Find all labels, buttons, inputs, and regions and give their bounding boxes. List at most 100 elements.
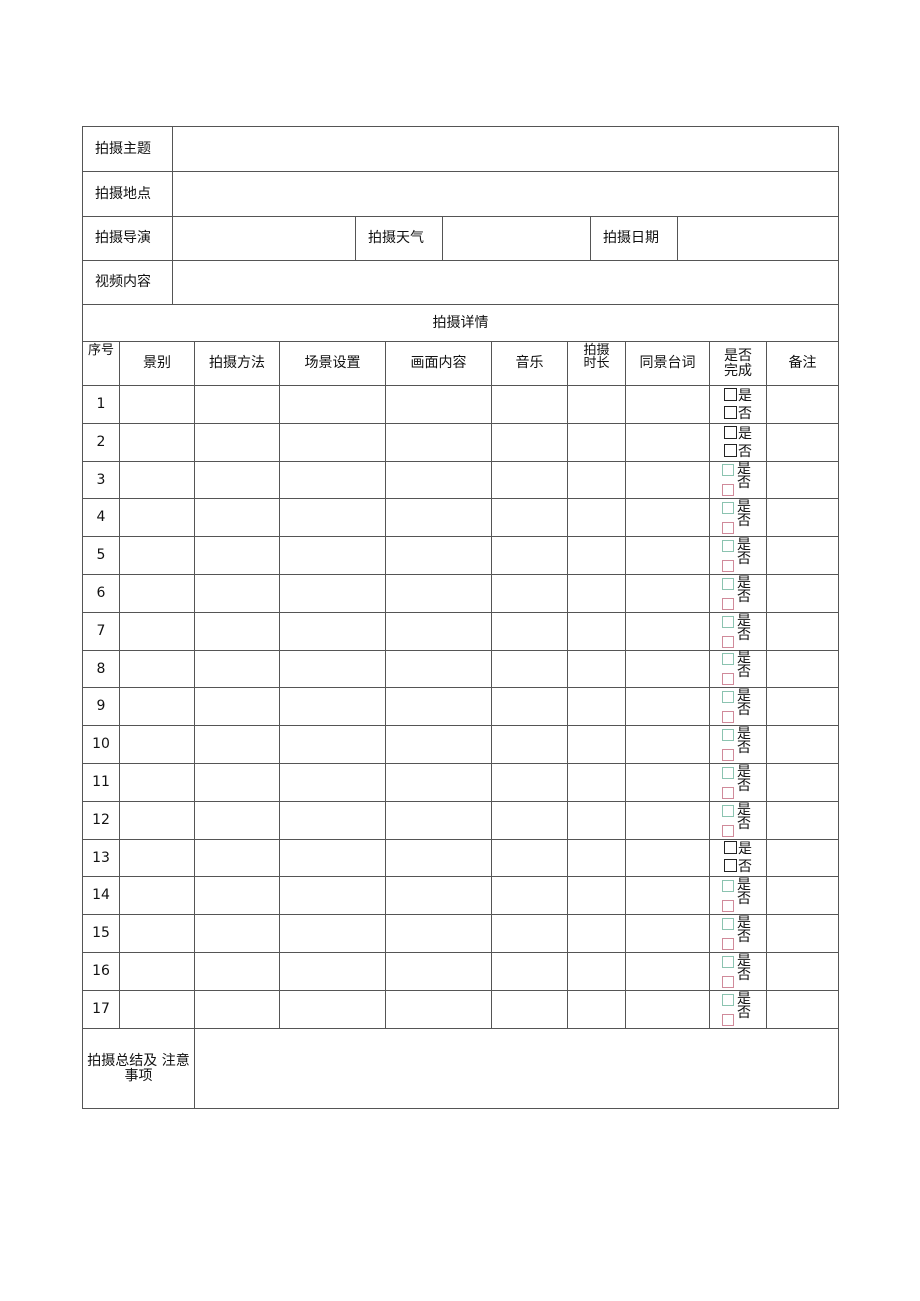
table-cell[interactable] (119, 952, 195, 991)
no-option[interactable]: 否 (724, 405, 752, 423)
table-cell[interactable] (385, 687, 492, 726)
yes-checkbox-icon[interactable] (722, 917, 734, 930)
table-cell[interactable] (194, 423, 280, 462)
checkbox-icon[interactable] (724, 443, 737, 457)
table-cell[interactable] (491, 423, 568, 462)
table-cell[interactable] (385, 990, 492, 1029)
table-cell[interactable] (194, 876, 280, 915)
table-cell[interactable] (279, 650, 386, 688)
completion-checkbox-cell[interactable]: 是否 (709, 423, 767, 462)
no-checkbox-icon[interactable] (722, 635, 734, 648)
no-checkbox-icon[interactable] (722, 899, 734, 912)
table-cell[interactable] (119, 725, 195, 764)
table-cell[interactable] (119, 763, 195, 802)
table-cell[interactable] (625, 498, 710, 537)
table-cell[interactable] (567, 650, 626, 688)
table-cell[interactable] (766, 461, 839, 499)
table-cell[interactable] (385, 725, 492, 764)
table-cell[interactable] (385, 952, 492, 991)
table-cell[interactable] (385, 801, 492, 840)
table-cell[interactable] (119, 650, 195, 688)
completion-checkbox-cell[interactable]: 是否 (709, 687, 767, 726)
table-cell[interactable] (567, 839, 626, 877)
director-field[interactable] (172, 216, 356, 261)
table-cell[interactable] (385, 612, 492, 651)
table-cell[interactable] (119, 839, 195, 877)
table-cell[interactable] (194, 687, 280, 726)
checkbox-icon[interactable] (724, 425, 737, 439)
table-cell[interactable] (119, 574, 195, 613)
theme-field[interactable] (172, 126, 839, 172)
table-cell[interactable] (491, 536, 568, 575)
table-cell[interactable] (119, 498, 195, 537)
table-cell[interactable] (491, 574, 568, 613)
table-cell[interactable] (625, 612, 710, 651)
table-cell[interactable] (625, 801, 710, 840)
table-cell[interactable] (194, 574, 280, 613)
table-cell[interactable] (279, 536, 386, 575)
table-cell[interactable] (119, 687, 195, 726)
table-cell[interactable] (385, 650, 492, 688)
table-cell[interactable] (385, 461, 492, 499)
table-cell[interactable] (279, 952, 386, 991)
table-cell[interactable] (567, 612, 626, 651)
no-checkbox-icon[interactable] (722, 710, 734, 723)
table-cell[interactable] (279, 914, 386, 953)
yes-checkbox-icon[interactable] (722, 728, 734, 741)
no-checkbox-icon[interactable] (722, 786, 734, 799)
completion-checkbox-cell[interactable]: 是否 (709, 839, 767, 877)
table-cell[interactable] (491, 801, 568, 840)
no-checkbox-icon[interactable] (722, 1013, 734, 1026)
table-cell[interactable] (491, 952, 568, 991)
table-cell[interactable] (119, 536, 195, 575)
table-cell[interactable] (567, 876, 626, 915)
table-cell[interactable] (491, 990, 568, 1029)
table-cell[interactable] (567, 536, 626, 575)
yes-checkbox-icon[interactable] (722, 879, 734, 892)
table-cell[interactable] (625, 914, 710, 953)
table-cell[interactable] (119, 876, 195, 915)
table-cell[interactable] (491, 650, 568, 688)
table-cell[interactable] (194, 914, 280, 953)
no-checkbox-icon[interactable] (722, 597, 734, 610)
table-cell[interactable] (766, 914, 839, 953)
table-cell[interactable] (491, 687, 568, 726)
yes-checkbox-icon[interactable] (722, 464, 734, 476)
completion-checkbox-cell[interactable]: 是否 (709, 763, 767, 802)
table-cell[interactable] (625, 876, 710, 915)
table-cell[interactable] (279, 461, 386, 499)
no-option[interactable]: 否 (724, 443, 752, 461)
completion-checkbox-cell[interactable]: 是否 (709, 914, 767, 953)
table-cell[interactable] (625, 763, 710, 802)
checkbox-icon[interactable] (724, 387, 737, 401)
table-cell[interactable] (766, 839, 839, 877)
no-checkbox-icon[interactable] (722, 824, 734, 837)
checkbox-icon[interactable] (724, 841, 737, 854)
table-cell[interactable] (194, 952, 280, 991)
table-cell[interactable] (491, 839, 568, 877)
table-cell[interactable] (491, 914, 568, 953)
table-cell[interactable] (625, 385, 710, 424)
table-cell[interactable] (279, 612, 386, 651)
table-cell[interactable] (766, 536, 839, 575)
table-cell[interactable] (279, 385, 386, 424)
table-cell[interactable] (766, 423, 839, 462)
table-cell[interactable] (279, 763, 386, 802)
table-cell[interactable] (491, 876, 568, 915)
table-cell[interactable] (625, 725, 710, 764)
table-cell[interactable] (194, 990, 280, 1029)
no-checkbox-icon[interactable] (722, 937, 734, 950)
completion-checkbox-cell[interactable]: 是否 (709, 952, 767, 991)
table-cell[interactable] (491, 725, 568, 764)
table-cell[interactable] (279, 801, 386, 840)
table-cell[interactable] (766, 801, 839, 840)
yes-option[interactable]: 是 (724, 840, 752, 858)
table-cell[interactable] (385, 876, 492, 915)
completion-checkbox-cell[interactable]: 是否 (709, 612, 767, 651)
table-cell[interactable] (119, 385, 195, 424)
table-cell[interactable] (491, 385, 568, 424)
completion-checkbox-cell[interactable]: 是否 (709, 536, 767, 575)
table-cell[interactable] (567, 574, 626, 613)
no-checkbox-icon[interactable] (722, 559, 734, 572)
table-cell[interactable] (766, 952, 839, 991)
